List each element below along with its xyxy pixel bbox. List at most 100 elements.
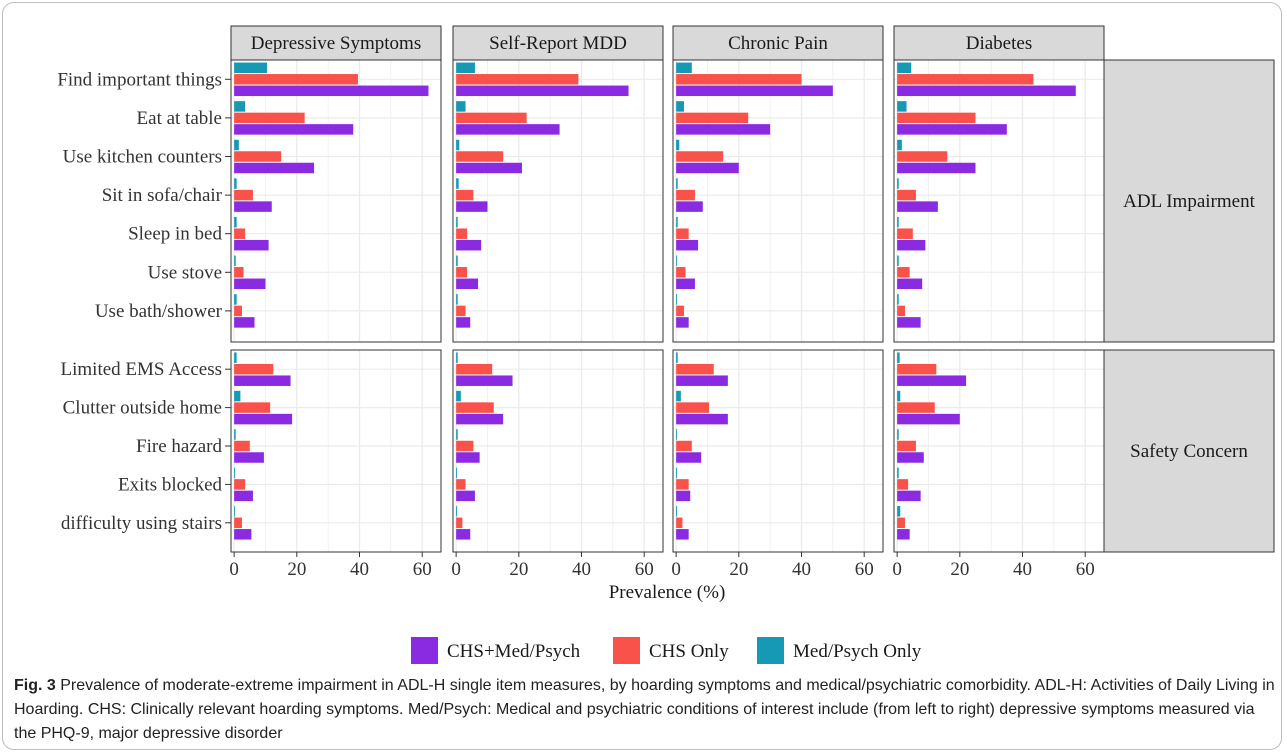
bar-med-psych-only-sit-in-sofa-chair-self-report-mdd (456, 178, 459, 189)
bar-chs-only-use-stove-diabetes (897, 267, 910, 278)
bar-chs-only-difficulty-using-stairs-self-report-mdd (456, 517, 463, 529)
facet-strip-diabetes (893, 25, 1105, 61)
bar-med-psych-only-use-bath-shower-diabetes (897, 294, 899, 305)
bar-chs-only-exits-blocked-chronic-pain (676, 479, 689, 490)
bar-med-psych-only-difficulty-using-stairs-diabetes (897, 506, 901, 517)
bar-med-psych-only-limited-ems-access-self-report-mdd (456, 352, 458, 363)
x-tick-label: 40 (572, 559, 591, 580)
bar-chs-med-psych-exits-blocked-chronic-pain (676, 490, 691, 502)
bar-chs-med-psych-use-bath-shower-depressive-symptoms (234, 317, 255, 328)
bar-chs-med-psych-use-kitchen-counters-chronic-pain (676, 162, 739, 174)
y-label-fire-hazard: Fire hazard (136, 436, 222, 457)
legend-key-med-psych-only (757, 637, 784, 664)
legend-key-chs-only (613, 637, 640, 664)
bar-med-psych-only-use-kitchen-counters-chronic-pain (676, 139, 680, 151)
panel-border (230, 349, 442, 553)
bar-med-psych-only-sleep-in-bed-diabetes (897, 216, 899, 228)
bar-chs-only-use-bath-shower-self-report-mdd (456, 305, 466, 317)
x-tick-label: 60 (1076, 559, 1095, 580)
bar-chs-only-use-bath-shower-chronic-pain (676, 305, 684, 317)
x-tick-label: 40 (350, 559, 369, 580)
x-tick-label: 20 (729, 559, 748, 580)
x-axis-title: Prevalence (%) (609, 582, 726, 603)
panel-border (672, 349, 884, 553)
bar-chs-med-psych-sit-in-sofa-chair-depressive-symptoms (234, 201, 272, 212)
bar-chs-med-psych-eat-at-table-self-report-mdd (456, 124, 560, 135)
bar-med-psych-only-use-stove-chronic-pain (676, 255, 678, 267)
facet-strip-chronic-pain (672, 25, 884, 61)
bar-med-psych-only-eat-at-table-depressive-symptoms (234, 101, 246, 112)
bar-chs-med-psych-limited-ems-access-self-report-mdd (456, 375, 513, 386)
bar-chs-med-psych-exits-blocked-self-report-mdd (456, 490, 475, 502)
legend-label-chs-med-psych: CHS+Med/Psych (447, 641, 581, 662)
bar-chs-only-difficulty-using-stairs-depressive-symptoms (234, 517, 242, 529)
x-tick-label: 40 (792, 559, 811, 580)
bar-med-psych-only-exits-blocked-depressive-symptoms (234, 467, 236, 479)
figure-caption: Fig. 3 Prevalence of moderate-extreme im… (14, 674, 1276, 746)
bar-chs-only-use-stove-chronic-pain (676, 267, 686, 278)
facet-title-adl-impairment: ADL Impairment (1123, 191, 1255, 212)
x-tick-label: 20 (950, 559, 969, 580)
bar-chs-only-eat-at-table-diabetes (897, 112, 976, 124)
bar-chs-only-sit-in-sofa-chair-depressive-symptoms (234, 189, 253, 201)
bar-chs-only-sit-in-sofa-chair-diabetes (897, 189, 916, 201)
caption-label: Fig. 3 (14, 677, 56, 694)
bar-chs-med-psych-use-stove-diabetes (897, 278, 923, 290)
bar-chs-only-use-kitchen-counters-diabetes (897, 151, 948, 162)
bar-chs-med-psych-limited-ems-access-diabetes (897, 375, 967, 386)
bar-med-psych-only-sleep-in-bed-chronic-pain (676, 216, 678, 228)
x-tick-label: 0 (671, 559, 681, 580)
y-label-exits-blocked: Exits blocked (118, 474, 222, 495)
bar-chs-only-sleep-in-bed-self-report-mdd (456, 228, 468, 239)
bar-chs-only-find-important-things-self-report-mdd (456, 74, 579, 85)
panel-border (893, 349, 1105, 553)
bar-chs-med-psych-sleep-in-bed-depressive-symptoms (234, 239, 269, 251)
bar-chs-only-limited-ems-access-diabetes (897, 363, 937, 375)
bar-chs-med-psych-find-important-things-diabetes (897, 85, 1076, 97)
y-label-eat-at-table: Eat at table (137, 108, 222, 129)
legend-label-chs-only: CHS Only (649, 641, 729, 662)
bar-chs-only-sleep-in-bed-chronic-pain (676, 228, 689, 239)
bar-chs-med-psych-use-bath-shower-chronic-pain (676, 317, 689, 328)
x-tick-label: 40 (1013, 559, 1032, 580)
bar-chs-med-psych-sit-in-sofa-chair-chronic-pain (676, 201, 703, 212)
bar-med-psych-only-eat-at-table-diabetes (897, 101, 907, 112)
facet-title-safety-concern: Safety Concern (1130, 441, 1248, 462)
y-label-use-stove: Use stove (148, 262, 222, 283)
bar-chs-only-limited-ems-access-chronic-pain (676, 363, 714, 375)
bar-chs-med-psych-sleep-in-bed-diabetes (897, 239, 926, 251)
panel-border (672, 59, 884, 343)
bar-med-psych-only-limited-ems-access-diabetes (897, 352, 900, 363)
bar-chs-med-psych-sleep-in-bed-self-report-mdd (456, 239, 482, 251)
bar-med-psych-only-find-important-things-chronic-pain (676, 62, 692, 74)
bar-med-psych-only-sleep-in-bed-self-report-mdd (456, 216, 458, 228)
bar-med-psych-only-sit-in-sofa-chair-chronic-pain (676, 178, 678, 189)
bar-chs-med-psych-limited-ems-access-depressive-symptoms (234, 375, 291, 386)
bar-chs-med-psych-difficulty-using-stairs-self-report-mdd (456, 529, 471, 540)
legend-key-chs-med-psych (411, 637, 438, 664)
bar-chs-only-sleep-in-bed-diabetes (897, 228, 913, 239)
facet-strip-self-report-mdd (452, 25, 664, 61)
bar-med-psych-only-clutter-outside-home-depressive-symptoms (234, 390, 241, 402)
bar-chs-med-psych-eat-at-table-diabetes (897, 124, 1007, 135)
bar-med-psych-only-sleep-in-bed-depressive-symptoms (234, 216, 237, 228)
bar-med-psych-only-clutter-outside-home-self-report-mdd (456, 390, 461, 402)
bar-chs-only-use-bath-shower-diabetes (897, 305, 905, 317)
bar-med-psych-only-clutter-outside-home-chronic-pain (676, 390, 681, 402)
caption-text: Prevalence of moderate-extreme impairmen… (14, 677, 1275, 742)
bar-med-psych-only-find-important-things-diabetes (897, 62, 912, 74)
bar-chs-only-clutter-outside-home-diabetes (897, 402, 935, 413)
bar-chs-only-use-kitchen-counters-chronic-pain (676, 151, 724, 162)
bar-med-psych-only-sit-in-sofa-chair-diabetes (897, 178, 899, 189)
bar-chs-med-psych-find-important-things-chronic-pain (676, 85, 833, 97)
bar-chs-med-psych-fire-hazard-diabetes (897, 452, 924, 463)
bar-med-psych-only-limited-ems-access-chronic-pain (676, 352, 678, 363)
bar-med-psych-only-use-bath-shower-depressive-symptoms (234, 294, 237, 305)
bar-med-psych-only-fire-hazard-diabetes (897, 429, 899, 440)
y-label-difficulty-using-stairs: difficulty using stairs (61, 513, 222, 534)
bar-med-psych-only-use-kitchen-counters-depressive-symptoms (234, 139, 239, 151)
bar-med-psych-only-use-kitchen-counters-self-report-mdd (456, 139, 460, 151)
bar-chs-only-fire-hazard-self-report-mdd (456, 440, 474, 452)
bar-chs-only-eat-at-table-chronic-pain (676, 112, 749, 124)
